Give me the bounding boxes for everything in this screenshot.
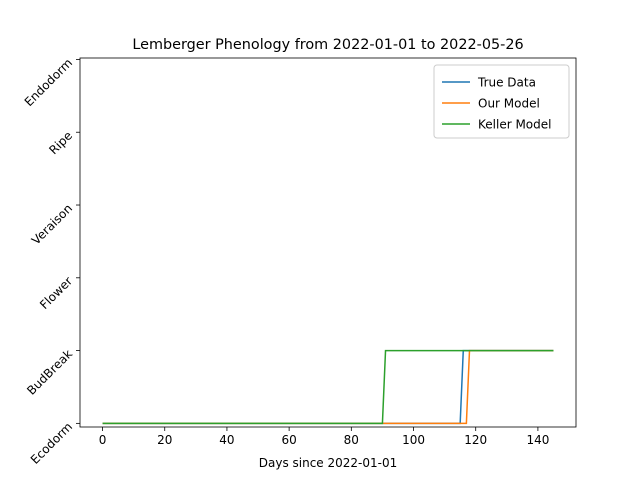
- data-line: [102, 349, 554, 425]
- x-tick-label: 80: [344, 433, 359, 447]
- x-tick-label: 40: [219, 433, 234, 447]
- x-tick-label: 0: [99, 433, 107, 447]
- legend-label: True Data: [477, 76, 536, 90]
- x-tick-label: 100: [402, 433, 425, 447]
- chart-title: Lemberger Phenology from 2022-01-01 to 2…: [132, 37, 523, 53]
- x-tick-label: 140: [526, 433, 549, 447]
- x-tick-label: 60: [281, 433, 296, 447]
- legend-label: Our Model: [478, 97, 540, 111]
- legend-label: Keller Model: [478, 118, 551, 132]
- legend-box: [433, 64, 570, 139]
- x-axis-label: Days since 2022-01-01: [259, 456, 398, 470]
- plot-frame: [79, 57, 577, 428]
- x-tick-label: 20: [157, 433, 172, 447]
- x-tick-label: 120: [464, 433, 487, 447]
